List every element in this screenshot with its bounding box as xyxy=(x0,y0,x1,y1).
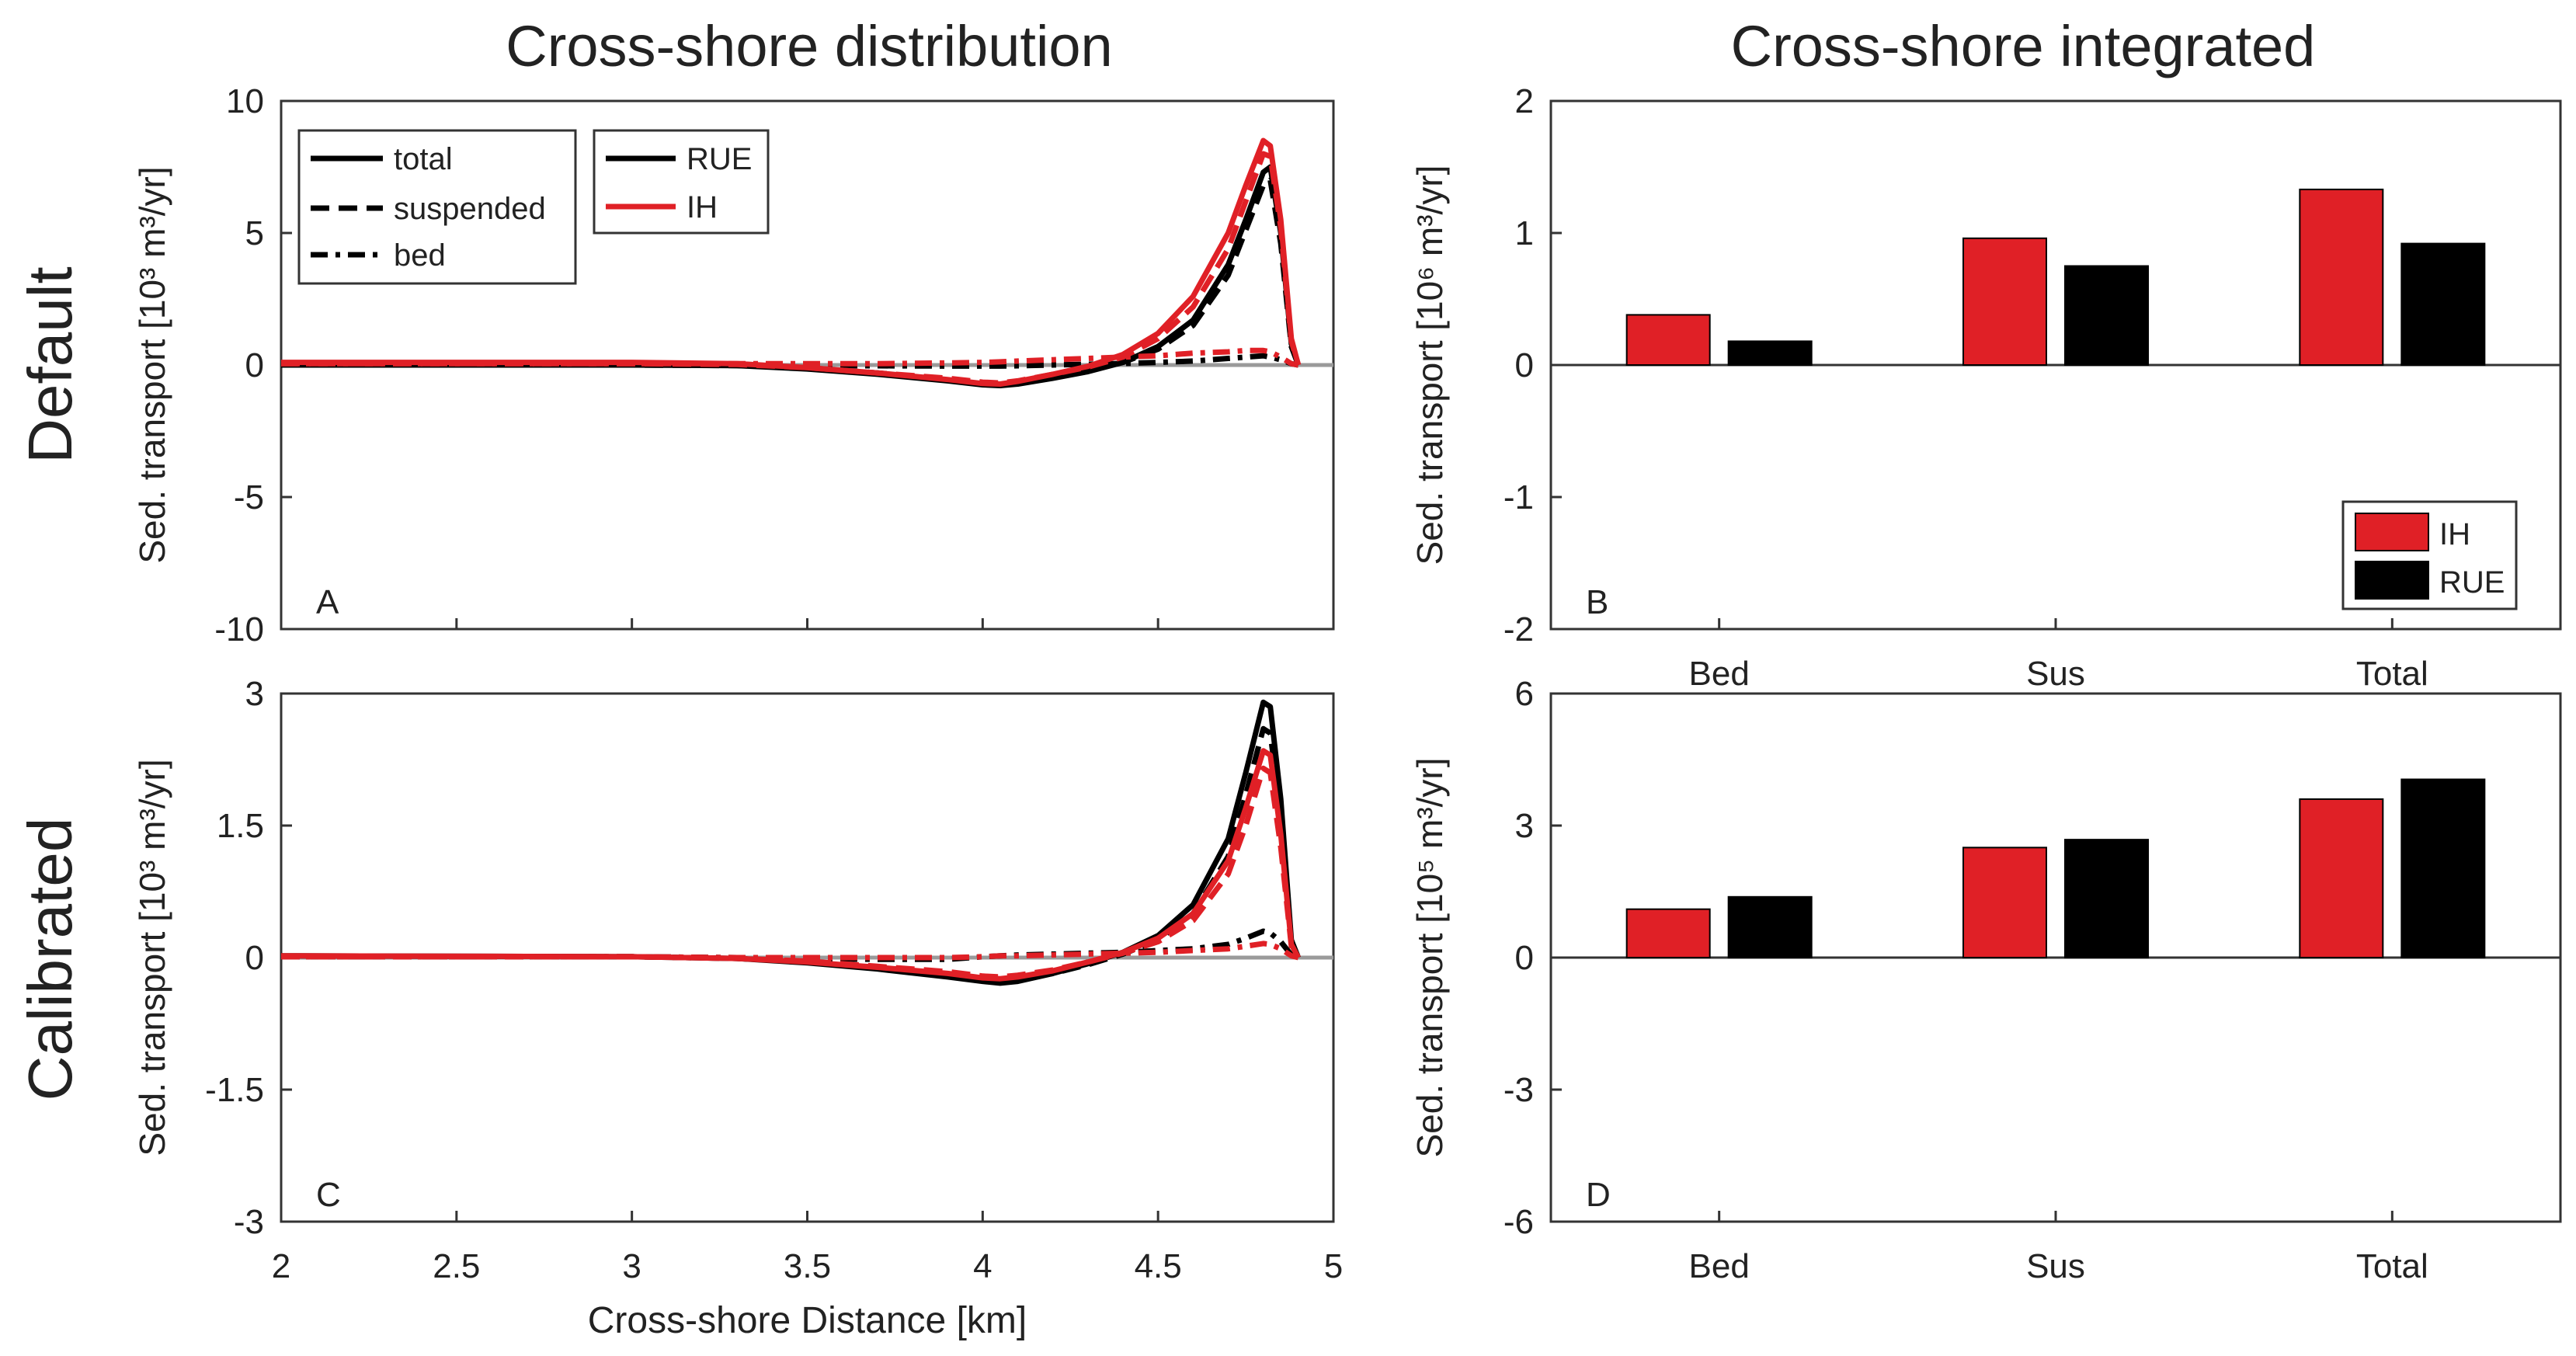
y-tick-label: -1 xyxy=(1504,478,1534,516)
bar-ih-bed xyxy=(1625,314,1711,366)
y-tick-label: 1.5 xyxy=(217,807,264,845)
y-tick-label: 0 xyxy=(245,346,264,384)
y-tick-label: 0 xyxy=(1515,939,1534,977)
bar-ih-sus xyxy=(1962,237,2047,366)
y-axis-label: Sed. transport [10⁶ m³/yr] xyxy=(1410,165,1450,565)
legend-label-bed: bed xyxy=(394,238,446,273)
legend-label-rue: RUE xyxy=(687,142,752,176)
y-tick-label: -6 xyxy=(1504,1203,1534,1241)
panel-label: C xyxy=(316,1176,341,1214)
x-tick-label: 2 xyxy=(272,1247,290,1285)
panel-label: A xyxy=(316,583,339,621)
panel-label: B xyxy=(1586,583,1608,621)
y-tick-label: -2 xyxy=(1504,610,1534,648)
x-tick-label: Total xyxy=(2356,655,2428,693)
x-tick-label: 4.5 xyxy=(1135,1247,1182,1285)
bar-rue-sus xyxy=(2064,839,2149,958)
y-axis-label: Sed. transport [10³ m³/yr] xyxy=(132,759,172,1156)
x-tick-label: Bed xyxy=(1689,655,1750,693)
legend-swatch-bar-rue xyxy=(2355,561,2429,600)
y-tick-label: 5 xyxy=(245,214,264,252)
y-tick-label: 6 xyxy=(1515,675,1534,713)
col-title-distribution: Cross-shore distribution xyxy=(506,14,1112,78)
row-label-calibrated: Calibrated xyxy=(16,818,85,1101)
y-tick-label: 1 xyxy=(1515,214,1534,252)
legend-label-suspended: suspended xyxy=(394,192,546,226)
legend-model: RUE IH xyxy=(593,129,770,235)
panel-c: 3 1.5 0 -1.5 -3 Sed. transport [10³ m³/yr] C2 2… xyxy=(132,675,1343,1341)
y-tick-label: -3 xyxy=(234,1203,264,1241)
x-tick-label: 5 xyxy=(1324,1247,1343,1285)
x-tick-label: Sus xyxy=(2026,655,2085,693)
y-tick-label: -1.5 xyxy=(205,1071,264,1109)
series-ih-bed xyxy=(281,347,1299,368)
series-ih-bed xyxy=(281,941,1299,961)
bar-rue-total xyxy=(2400,242,2486,366)
legend-bars: IH RUE xyxy=(2341,500,2518,610)
y-tick-label: 3 xyxy=(245,675,264,713)
series-ih-suspended xyxy=(281,765,1301,980)
bar-ih-sus xyxy=(1962,847,2047,959)
legend-swatch-bar-ih xyxy=(2355,513,2429,551)
series-ih-suspended xyxy=(281,151,1302,386)
x-tick-label: 3.5 xyxy=(784,1247,831,1285)
y-tick-label: 2 xyxy=(1515,82,1534,120)
panel-a: 10 5 0 -5 -10 Sed. transport [10³ m³/yr] A xyxy=(132,82,1335,648)
panel-d: 6 3 0 -3 -6 Sed. transport [10⁵ m³/yr] D Bed Sus… xyxy=(1410,675,2562,1285)
legend-label-bar-ih: IH xyxy=(2439,517,2470,551)
bar-ih-total xyxy=(2299,798,2384,958)
y-tick-label: 0 xyxy=(245,939,264,977)
x-tick-label: Total xyxy=(2356,1247,2428,1285)
y-axis-label: Sed. transport [10⁵ m³/yr] xyxy=(1410,757,1450,1157)
x-tick-label: 4 xyxy=(973,1247,992,1285)
x-tick-label: Bed xyxy=(1689,1247,1750,1285)
legend-linestyle: total suspended bed xyxy=(297,129,577,285)
y-tick-label: -5 xyxy=(234,478,264,516)
x-axis-label: Cross-shore Distance [km] xyxy=(588,1300,1027,1341)
col-title-integrated: Cross-shore integrated xyxy=(1731,14,2316,78)
panel-label: D xyxy=(1586,1176,1611,1214)
bar-ih-bed xyxy=(1625,908,1711,958)
y-tick-label: 3 xyxy=(1515,807,1534,845)
bar-rue-total xyxy=(2400,778,2486,958)
y-tick-label: -10 xyxy=(214,610,264,648)
legend-label-bar-rue: RUE xyxy=(2439,565,2505,600)
x-tick-label: 2.5 xyxy=(433,1247,480,1285)
y-axis-label: Sed. transport [10³ m³/yr] xyxy=(132,166,172,563)
y-tick-label: -3 xyxy=(1504,1071,1534,1109)
bar-ih-total xyxy=(2299,188,2384,366)
row-label-default: Default xyxy=(16,266,85,463)
legend-label-ih: IH xyxy=(687,190,718,224)
bar-rue-sus xyxy=(2064,265,2149,366)
legend-label-total: total xyxy=(394,142,453,176)
x-tick-label: 3 xyxy=(622,1247,641,1285)
bar-rue-bed xyxy=(1727,895,1813,959)
y-tick-label: 0 xyxy=(1515,346,1534,384)
x-tick-label: Sus xyxy=(2026,1247,2085,1285)
bar-rue-bed xyxy=(1727,340,1813,366)
y-tick-label: 10 xyxy=(226,82,264,120)
